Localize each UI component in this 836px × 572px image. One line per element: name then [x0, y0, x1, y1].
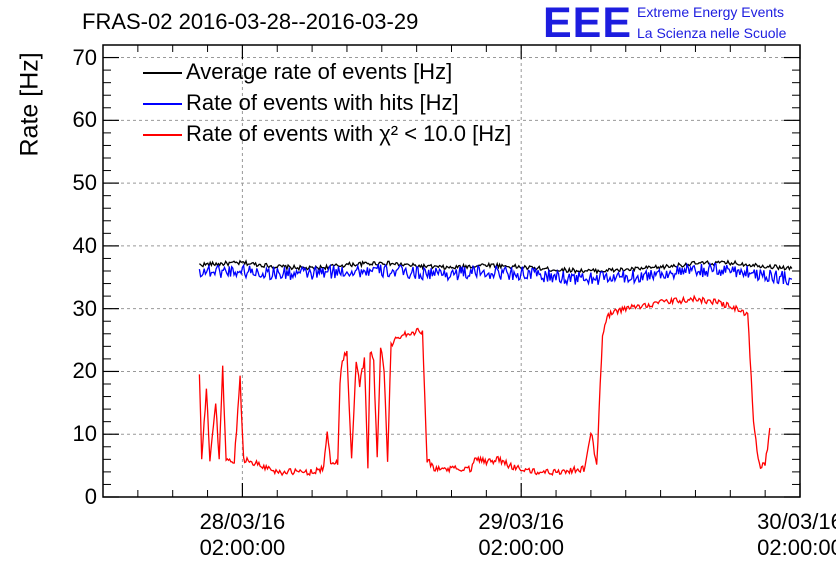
y-tick-label: 50: [72, 170, 97, 196]
x-tick-date: 28/03/16: [199, 509, 286, 534]
series-line-3: [198, 294, 771, 477]
series-lines: [198, 259, 793, 477]
y-tick-label: 0: [84, 484, 97, 509]
grid-lines: [103, 45, 800, 497]
x-tick-label: 28/03/16 02:00:00: [177, 509, 307, 561]
axis-ticks: [103, 44, 801, 498]
x-tick-time: 02:00:00: [478, 535, 564, 560]
chart-title: FRAS-02 2016-03-28--2016-03-29: [82, 9, 419, 34]
y-tick-label: 10: [72, 421, 97, 447]
logo-text-line2: La Scienza nelle Scuole: [637, 25, 787, 41]
y-tick-label: 20: [72, 358, 97, 384]
y-tick-label: 30: [72, 295, 97, 321]
x-tick-label: 30/03/16 02:00:00: [735, 509, 836, 561]
legend-entry-1: Average rate of events [Hz]: [186, 59, 453, 84]
y-axis-label: Rate [Hz]: [15, 52, 44, 157]
y-tick-label: 60: [72, 107, 97, 133]
y-tick-label: 70: [72, 44, 97, 70]
series-line-2: [198, 261, 793, 287]
logo-text-line1: Extreme Energy Events: [637, 4, 785, 20]
x-tick-label: 29/03/16 02:00:00: [456, 509, 586, 561]
x-tick-time: 02:00:00: [757, 535, 836, 560]
x-tick-date: 30/03/16: [757, 509, 836, 534]
y-tick-label: 40: [72, 232, 97, 258]
legend-swatches: [143, 72, 182, 136]
eee-logo: EEE: [543, 0, 633, 47]
legend-entry-2: Rate of events with hits [Hz]: [186, 90, 459, 115]
legend-entry-3: Rate of events with χ² < 10.0 [Hz]: [186, 121, 512, 146]
x-tick-date: 29/03/16: [478, 509, 564, 534]
x-tick-time: 02:00:00: [199, 535, 286, 560]
